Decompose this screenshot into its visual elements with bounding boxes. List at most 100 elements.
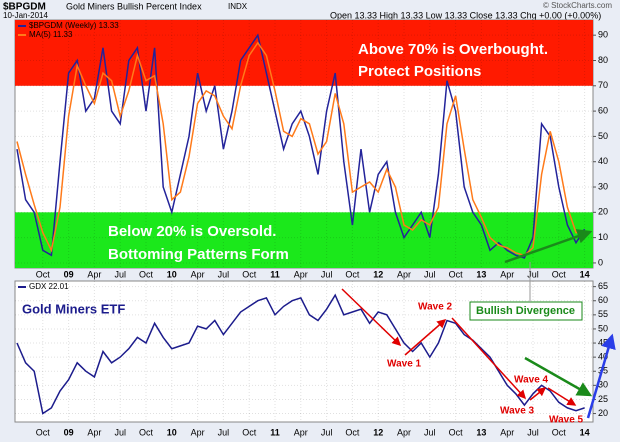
- x-tick-label: Apr: [500, 269, 514, 279]
- x-tick-label: 13: [476, 427, 486, 437]
- y-tick-label: 30: [598, 181, 608, 191]
- wave-label: Wave 5: [549, 415, 584, 426]
- x-tick-label: Apr: [397, 427, 411, 437]
- x-tick-label: Apr: [397, 269, 411, 279]
- source: © StockCharts.com: [543, 1, 612, 10]
- x-tick-label: 12: [373, 269, 383, 279]
- x-tick-label: Jul: [321, 269, 333, 279]
- y-tick-label: 25: [598, 394, 608, 404]
- wave-label: Wave 1: [387, 359, 422, 370]
- y-tick-label: 65: [598, 281, 608, 291]
- quote: Open 13.33 High 13.33 Low 13.33 Close 13…: [330, 10, 601, 20]
- x-tick-label: Apr: [191, 427, 205, 437]
- series-line: [16, 33, 586, 259]
- annotation: Above 70% is Overbought.: [358, 41, 548, 58]
- y-tick-label: 30: [598, 380, 608, 390]
- series-line: [16, 41, 585, 257]
- y-tick-label: 90: [598, 30, 608, 40]
- wave-label: Wave 2: [418, 302, 453, 313]
- x-tick-label: 09: [64, 427, 74, 437]
- x-tick-label: Apr: [294, 427, 308, 437]
- x-tick-label: Oct: [139, 427, 154, 437]
- x-tick-label: 09: [64, 269, 74, 279]
- overbought-zone: [15, 20, 593, 86]
- x-tick-label: Apr: [87, 269, 101, 279]
- x-tick-label: Oct: [345, 427, 360, 437]
- x-tick-label: Apr: [87, 427, 101, 437]
- y-tick-label: 70: [598, 80, 608, 90]
- y-tick-label: 80: [598, 55, 608, 65]
- symbol: $BPGDM: [3, 2, 46, 13]
- x-tick-label: 10: [167, 269, 177, 279]
- y-tick-label: 55: [598, 309, 608, 319]
- x-tick-label: Oct: [345, 269, 360, 279]
- arrow: [547, 387, 577, 406]
- y-tick-label: 45: [598, 337, 608, 347]
- legend-entry: MA(5) 11.33: [29, 30, 73, 39]
- x-tick-label: Oct: [36, 427, 51, 437]
- annotation: Bottoming Patterns Form: [108, 246, 289, 263]
- x-tick-label: Jul: [527, 427, 539, 437]
- y-tick-label: 0: [598, 257, 603, 267]
- x-tick-label: 14: [580, 427, 590, 437]
- x-tick-label: Jul: [424, 427, 436, 437]
- x-tick-label: Jul: [114, 269, 126, 279]
- exchange: INDX: [228, 2, 248, 11]
- x-tick-label: Jul: [527, 269, 539, 279]
- y-tick-label: 40: [598, 156, 608, 166]
- x-tick-label: Jul: [114, 427, 126, 437]
- arrow: [451, 317, 527, 400]
- x-tick-label: Apr: [191, 269, 205, 279]
- x-tick-label: Oct: [449, 269, 464, 279]
- x-tick-label: Oct: [242, 269, 257, 279]
- x-tick-label: 11: [270, 427, 280, 437]
- x-tick-label: Oct: [36, 269, 51, 279]
- x-tick-label: Apr: [500, 427, 514, 437]
- y-tick-label: 20: [598, 408, 608, 418]
- y-tick-label: 50: [598, 131, 608, 141]
- x-tick-label: Oct: [242, 427, 257, 437]
- annotation: Protect Positions: [358, 63, 481, 80]
- x-tick-label: 10: [167, 427, 177, 437]
- y-tick-label: 50: [598, 323, 608, 333]
- date: 10-Jan-2014: [3, 11, 48, 20]
- chart-title: Gold Miners Bullish Percent Index: [66, 1, 202, 11]
- arrow: [524, 356, 593, 397]
- x-tick-label: Jul: [218, 427, 230, 437]
- x-tick-label: Apr: [294, 269, 308, 279]
- arrow: [341, 288, 402, 347]
- legend-entry: $BPGDM (Weekly) 13.33: [29, 21, 119, 30]
- y-tick-label: 60: [598, 295, 608, 305]
- x-tick-label: Oct: [552, 427, 567, 437]
- x-tick-label: Oct: [449, 427, 464, 437]
- oversold-zone: [15, 212, 593, 268]
- y-tick-label: 10: [598, 232, 608, 242]
- divergence-box: [469, 301, 583, 321]
- wave-label: Wave 3: [500, 406, 535, 417]
- y-tick-label: 20: [598, 207, 608, 217]
- panel-title: Gold Miners ETF: [22, 301, 125, 316]
- x-tick-label: 11: [270, 269, 280, 279]
- x-tick-label: 13: [476, 269, 486, 279]
- x-tick-label: Jul: [218, 269, 230, 279]
- annotation: Below 20% is Oversold.: [108, 223, 276, 240]
- x-tick-label: Jul: [321, 427, 333, 437]
- series-line: [16, 293, 585, 415]
- x-tick-label: 12: [373, 427, 383, 437]
- arrow: [404, 319, 447, 356]
- arrow: [529, 387, 547, 401]
- divergence-label: Bullish Divergence: [476, 305, 575, 317]
- legend-entry: GDX 22.01: [29, 282, 69, 291]
- y-tick-label: 40: [598, 352, 608, 362]
- x-tick-label: 14: [580, 269, 590, 279]
- wave-label: Wave 4: [514, 375, 549, 386]
- y-tick-label: 60: [598, 105, 608, 115]
- arrow: [504, 229, 593, 264]
- x-tick-label: Jul: [424, 269, 436, 279]
- x-tick-label: Oct: [139, 269, 154, 279]
- x-tick-label: Oct: [552, 269, 567, 279]
- arrow: [586, 333, 616, 419]
